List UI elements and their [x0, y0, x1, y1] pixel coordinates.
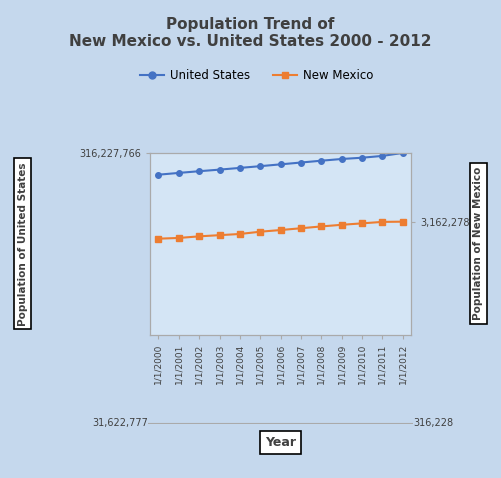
Text: Year: Year: [265, 435, 296, 449]
Text: Population Trend of
New Mexico vs. United States 2000 - 2012: Population Trend of New Mexico vs. Unite…: [69, 17, 432, 49]
Text: Population of United States: Population of United States: [18, 162, 28, 326]
Text: 31,622,777: 31,622,777: [92, 418, 148, 428]
Text: Population of New Mexico: Population of New Mexico: [473, 167, 483, 320]
Text: 316,228: 316,228: [413, 418, 453, 428]
Legend: United States, New Mexico: United States, New Mexico: [135, 65, 378, 87]
